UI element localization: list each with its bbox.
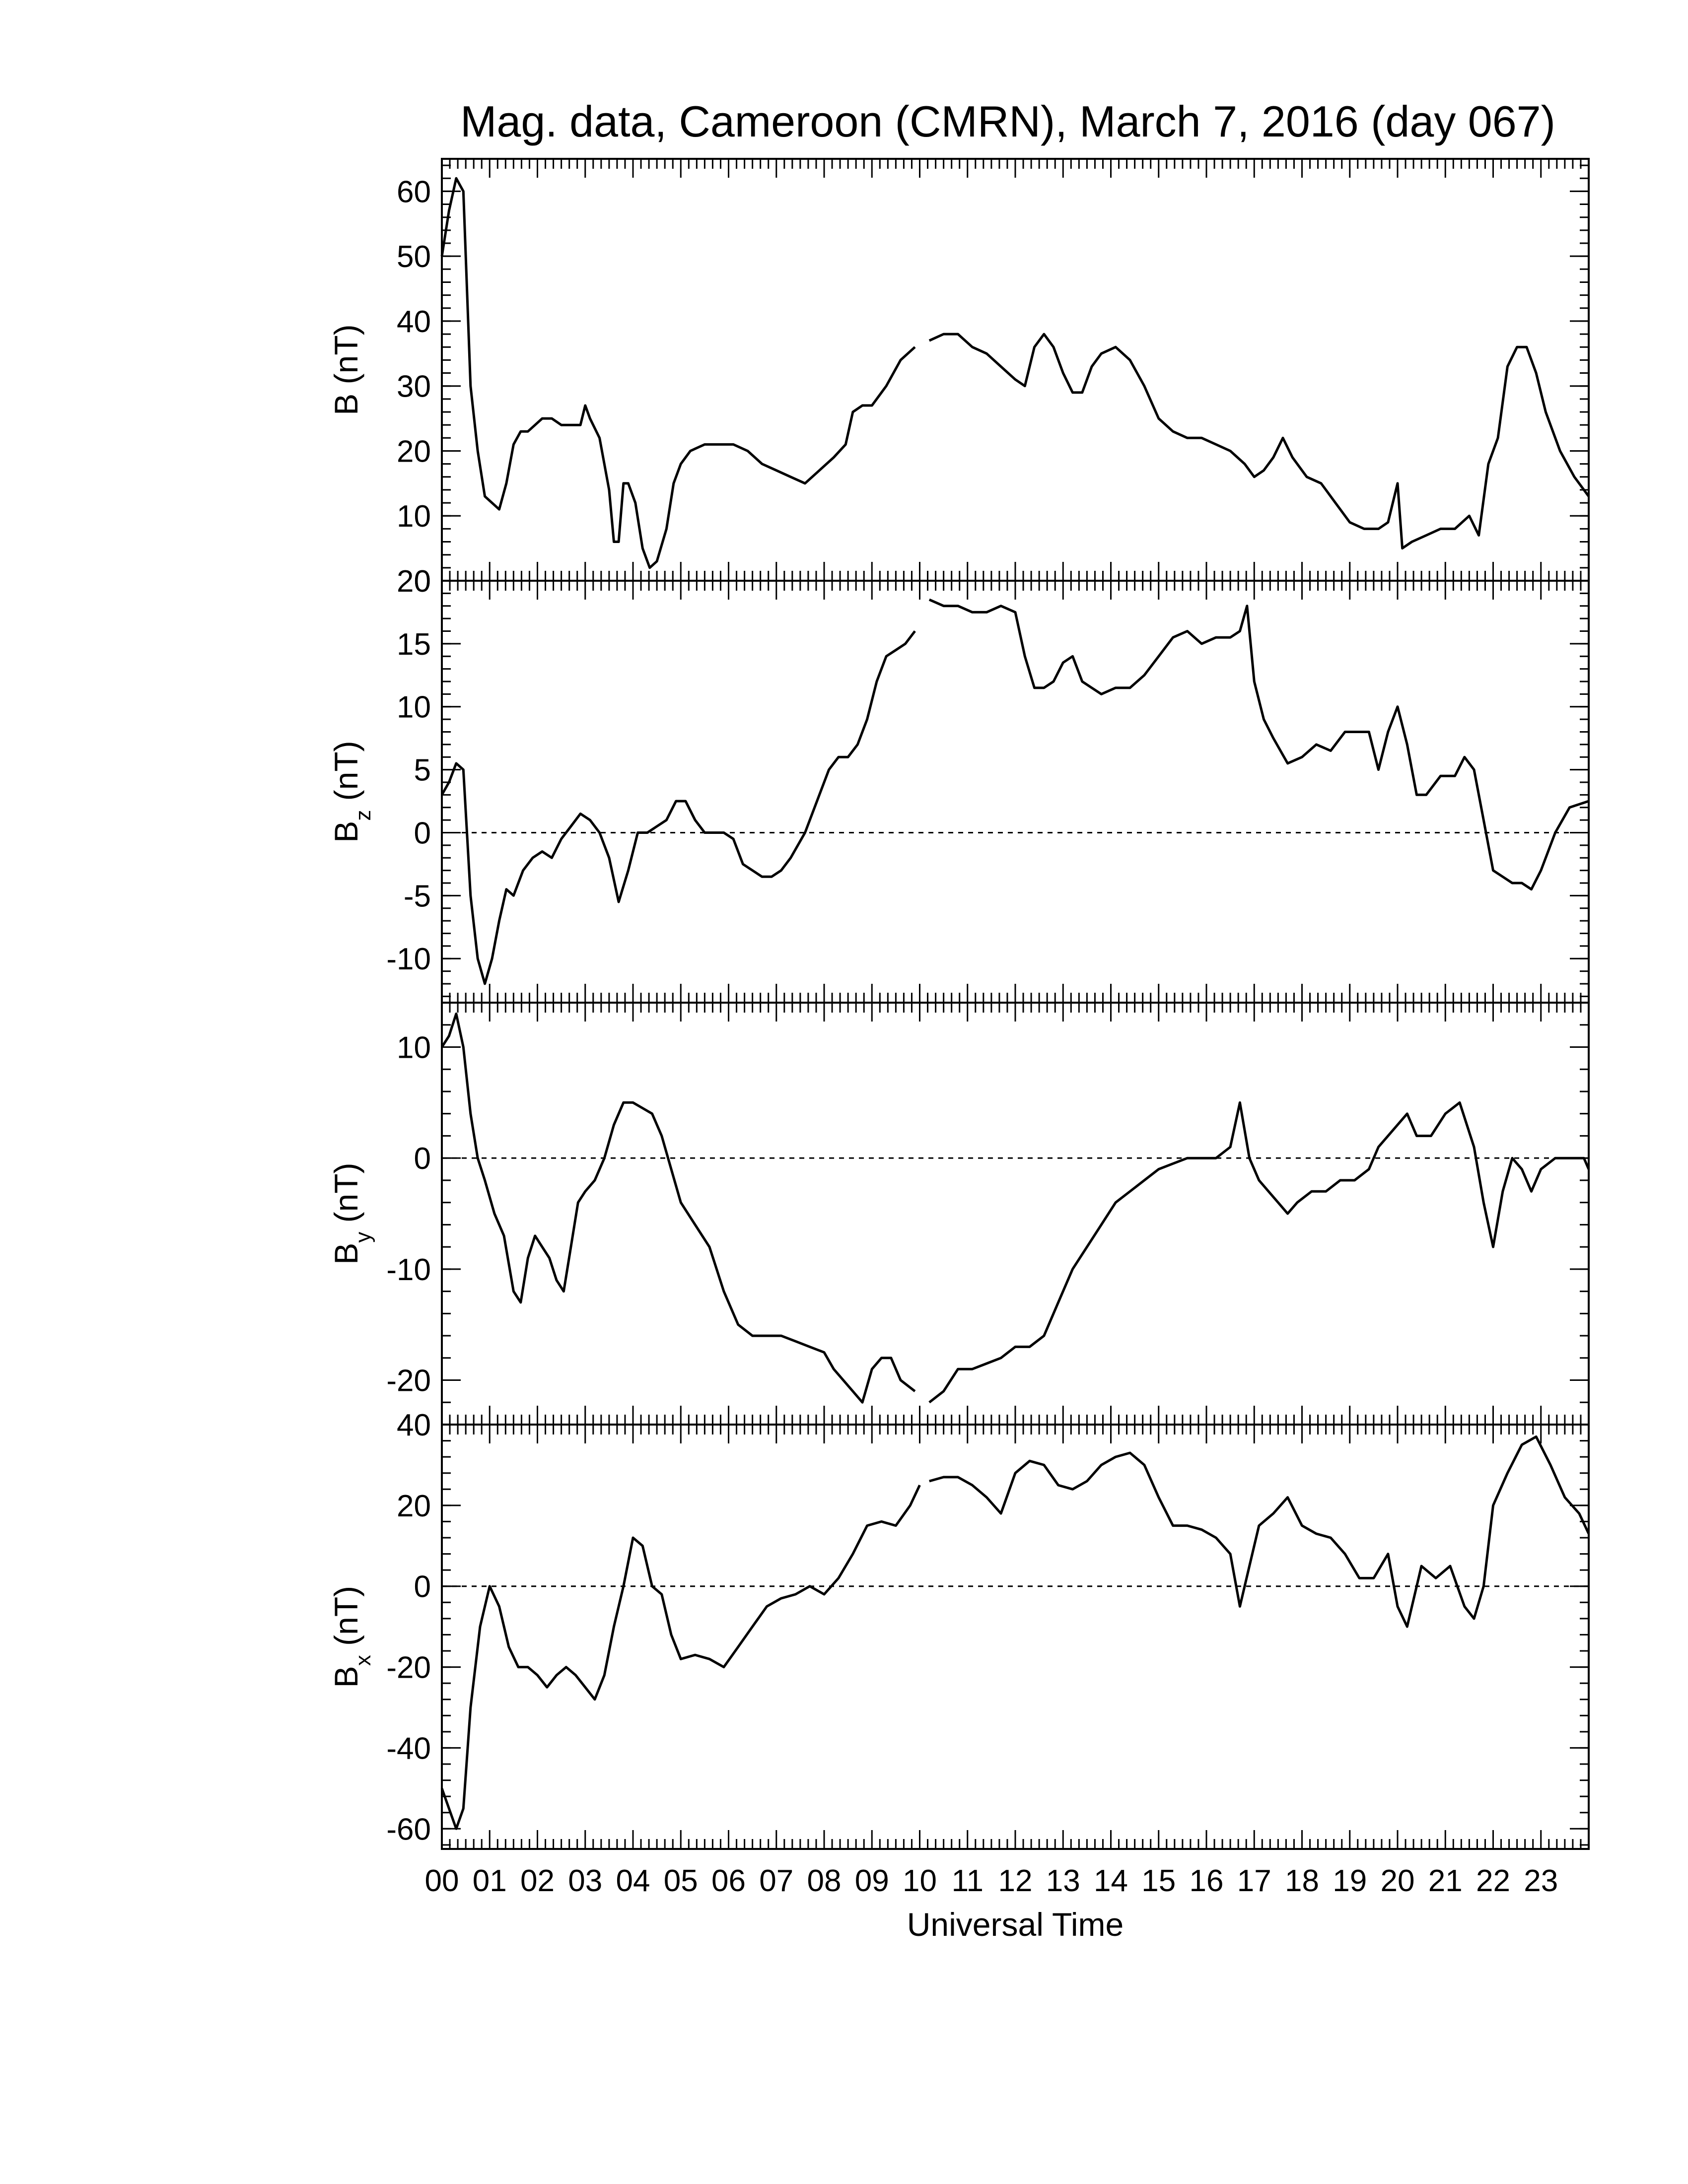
x-tick-label: 13 — [1046, 1864, 1080, 1898]
y-tick-label: 0 — [414, 1570, 431, 1604]
y-tick-label: 60 — [397, 175, 431, 209]
x-tick-label: 02 — [520, 1864, 555, 1898]
y-axis-label: Bx (nT) — [328, 1586, 375, 1688]
y-tick-label: -20 — [386, 1364, 431, 1398]
x-tick-label: 06 — [711, 1864, 746, 1898]
series-line-2 — [928, 1101, 1590, 1404]
y-tick-label: 30 — [397, 370, 431, 404]
y-axis-label: Bz (nT) — [328, 741, 375, 842]
y-tick-label: 20 — [397, 564, 431, 599]
y-tick-label: 0 — [414, 816, 431, 850]
y-axis-label: By (nT) — [328, 1162, 375, 1264]
series-line-2 — [928, 333, 1590, 550]
panel-4: -60 -40 -20 0 20 40 Bx (nT) — [328, 1408, 1590, 1850]
x-tick-label: 15 — [1141, 1864, 1176, 1898]
y-tick-label: -20 — [386, 1651, 431, 1685]
x-tick-label: 11 — [952, 1864, 984, 1898]
y-axis-label-unit: (nT) — [328, 1586, 364, 1655]
y-axis-label-unit: (nT) — [328, 1162, 364, 1231]
y-tick-label: 20 — [397, 1489, 431, 1523]
x-tick-label: 14 — [1094, 1864, 1128, 1898]
series-line-2 — [928, 598, 1589, 891]
x-tick-label: 07 — [759, 1864, 793, 1898]
x-tick-label: 23 — [1524, 1864, 1558, 1898]
x-tick-label: 01 — [473, 1864, 507, 1898]
x-tick-label: 12 — [998, 1864, 1033, 1898]
x-tick-label: 18 — [1285, 1864, 1319, 1898]
y-tick-label: -10 — [386, 942, 431, 976]
y-tick-label: 10 — [397, 690, 431, 725]
x-tick-label: 03 — [568, 1864, 602, 1898]
y-tick-label: -60 — [386, 1812, 431, 1846]
y-axis-label-main: B — [328, 1666, 364, 1688]
x-axis-label: Universal Time — [907, 1906, 1124, 1943]
y-axis-label-unit: (nT) — [328, 324, 364, 393]
y-axis-label: B (nT) — [328, 324, 364, 415]
y-tick-label: -5 — [404, 879, 431, 913]
x-tick-label: 17 — [1237, 1864, 1271, 1898]
x-tick-label: 09 — [855, 1864, 889, 1898]
series-line-1 — [440, 1012, 916, 1404]
y-tick-label: 40 — [397, 305, 431, 339]
series-line-1 — [440, 630, 916, 985]
x-tick-label: 00 — [425, 1864, 459, 1898]
y-tick-label: 0 — [414, 1142, 431, 1176]
y-tick-label: -40 — [386, 1731, 431, 1766]
y-tick-label: 10 — [397, 499, 431, 534]
y-axis-label-subscript: y — [351, 1232, 375, 1243]
x-tick-label: 22 — [1476, 1864, 1510, 1898]
y-tick-label: 5 — [414, 753, 431, 788]
y-tick-label: 0 — [414, 564, 431, 599]
x-tick-label: 05 — [664, 1864, 698, 1898]
y-axis-label-main: B — [328, 394, 364, 415]
y-axis-label-main: B — [328, 1243, 364, 1265]
series-line-1 — [440, 1485, 921, 1830]
y-axis-label-main: B — [328, 821, 364, 843]
x-tick-label: 19 — [1333, 1864, 1367, 1898]
x-tick-label: 08 — [807, 1864, 842, 1898]
panel-1: 0 10 20 30 40 50 60 B (nT) — [328, 158, 1590, 599]
chart-title: Mag. data, Cameroon (CMRN), March 7, 201… — [460, 97, 1555, 146]
y-axis-label-unit: (nT) — [328, 741, 364, 810]
y-tick-label: 10 — [397, 1030, 431, 1065]
y-axis-label-subscript: x — [351, 1655, 375, 1666]
x-tick-label: 10 — [903, 1864, 937, 1898]
series-line-2 — [929, 1435, 1590, 1628]
x-tick-label: 04 — [616, 1864, 650, 1898]
y-tick-label: 40 — [397, 1408, 431, 1442]
x-axis: 00 01 02 03 04 05 06 07 08 09 10 11 12 13 14 15 16 17 18 19… — [425, 1864, 1558, 1898]
y-axis-label-subscript: z — [351, 810, 375, 821]
panel-3: -20 -10 0 10 By (nT) — [328, 1002, 1590, 1426]
y-tick-label: 20 — [397, 434, 431, 469]
series-line-1 — [440, 177, 916, 569]
y-tick-label: 50 — [397, 240, 431, 274]
x-tick-label: 16 — [1190, 1864, 1224, 1898]
y-tick-label: 15 — [397, 627, 431, 662]
x-tick-label: 21 — [1428, 1864, 1463, 1898]
y-tick-label: -10 — [386, 1253, 431, 1287]
x-tick-label: 20 — [1381, 1864, 1415, 1898]
panel-2: -10 -5 0 5 10 15 20 Bz (nT) — [328, 564, 1590, 1004]
